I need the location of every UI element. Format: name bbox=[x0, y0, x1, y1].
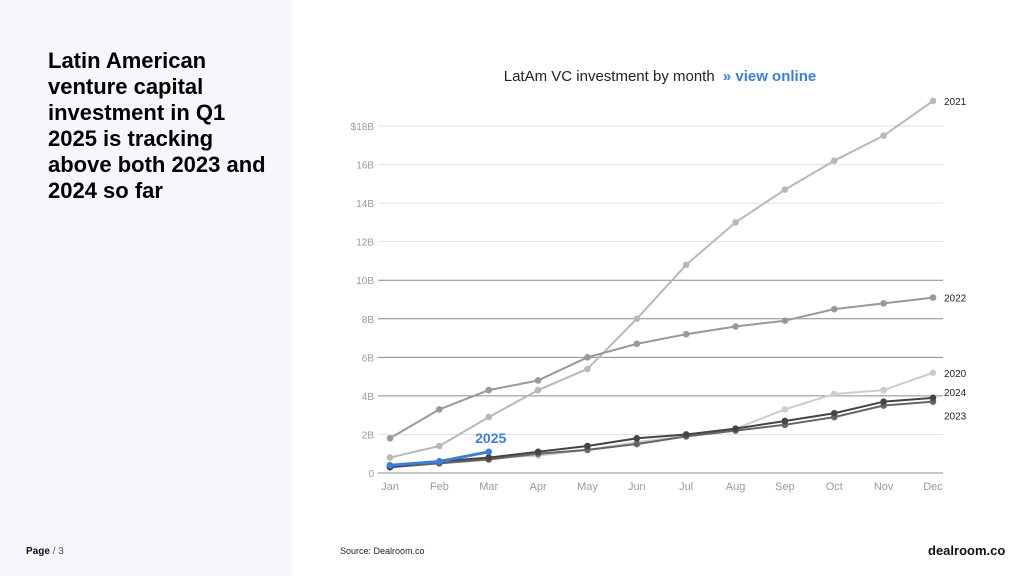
data-point-2021 bbox=[633, 315, 641, 323]
y-tick-label: 10B bbox=[356, 276, 374, 287]
data-point-2024 bbox=[485, 454, 493, 461]
x-tick-label: Jul bbox=[679, 481, 693, 493]
data-point-2022 bbox=[880, 300, 887, 307]
chart-title-text: LatAm VC investment by month bbox=[503, 68, 715, 85]
data-point-2020 bbox=[781, 406, 789, 413]
y-tick-label: 2B bbox=[362, 430, 375, 441]
data-point-2024 bbox=[534, 448, 542, 456]
chart-title: LatAm VC investment by month » view onli… bbox=[300, 68, 1020, 85]
x-tick-label: Aug bbox=[726, 481, 746, 493]
data-point-2025 bbox=[436, 458, 443, 465]
x-tick-label: Feb bbox=[430, 481, 449, 493]
page-separator: / bbox=[49, 546, 59, 557]
x-tick-label: Oct bbox=[826, 481, 843, 493]
data-point-2022 bbox=[682, 330, 690, 338]
data-point-2021 bbox=[485, 413, 493, 421]
legend-label-2021: 2021 bbox=[944, 97, 967, 108]
y-tick-label: 6B bbox=[362, 353, 375, 364]
data-point-2021 bbox=[830, 157, 838, 164]
y-tick-label: 0 bbox=[368, 469, 374, 480]
data-point-2022 bbox=[633, 340, 641, 348]
y-tick-label: 16B bbox=[356, 161, 374, 172]
x-tick-label: May bbox=[577, 481, 598, 493]
series-line-2023 bbox=[389, 400, 934, 469]
source-note: Source: Dealroom.co bbox=[340, 546, 425, 556]
data-point-2022 bbox=[485, 386, 493, 394]
data-point-2020 bbox=[880, 386, 887, 394]
page-title: Latin American venture capital investmen… bbox=[48, 48, 266, 203]
legend-label-2023: 2023 bbox=[944, 412, 967, 423]
data-point-2022 bbox=[436, 406, 443, 413]
y-tick-label: 4B bbox=[362, 392, 375, 403]
data-point-2022 bbox=[929, 294, 937, 301]
x-tick-label: Nov bbox=[874, 481, 894, 493]
data-point-2020 bbox=[929, 369, 937, 377]
data-point-2022 bbox=[732, 323, 739, 330]
data-point-2024 bbox=[880, 398, 887, 405]
series-line-2020 bbox=[389, 371, 934, 467]
series-line-2021 bbox=[389, 100, 934, 459]
legend-label-2025: 2025 bbox=[475, 430, 506, 446]
data-point-2020 bbox=[830, 390, 838, 398]
data-point-2024 bbox=[584, 442, 591, 450]
data-point-2021 bbox=[386, 454, 394, 461]
legend-label-2020: 2020 bbox=[944, 369, 967, 380]
page-number-value: 3 bbox=[58, 546, 64, 557]
left-panel bbox=[0, 0, 292, 576]
data-point-2025 bbox=[485, 448, 493, 456]
brand-logo[interactable]: dealroom.co bbox=[928, 543, 1006, 558]
y-tick-label: 12B bbox=[356, 238, 374, 249]
data-point-2022 bbox=[830, 305, 838, 313]
page-label: Page bbox=[26, 546, 50, 557]
data-point-2021 bbox=[929, 97, 937, 105]
data-point-2022 bbox=[386, 435, 394, 442]
data-point-2021 bbox=[732, 219, 739, 226]
data-point-2022 bbox=[781, 317, 789, 325]
x-tick-label: Sep bbox=[775, 481, 795, 493]
x-tick-label: Mar bbox=[479, 481, 498, 493]
page-number: Page / 3 bbox=[26, 546, 64, 557]
legend-label-2022: 2022 bbox=[944, 294, 967, 305]
data-point-2021 bbox=[584, 365, 591, 373]
view-online-link[interactable]: » view online bbox=[722, 68, 817, 85]
data-point-2023 bbox=[633, 440, 641, 448]
data-point-2022 bbox=[584, 354, 591, 361]
data-point-2024 bbox=[732, 425, 739, 432]
data-point-2024 bbox=[781, 417, 789, 425]
x-tick-label: Dec bbox=[923, 481, 943, 493]
x-tick-label: Apr bbox=[530, 481, 547, 493]
data-point-2025 bbox=[386, 461, 394, 469]
y-tick-label: 14B bbox=[356, 199, 374, 210]
source-value: Dealroom.co bbox=[373, 546, 425, 556]
source-label: Source: bbox=[340, 546, 372, 556]
y-tick-label: $18B bbox=[351, 122, 375, 133]
data-point-2021 bbox=[534, 386, 542, 394]
data-point-2021 bbox=[781, 186, 789, 193]
legend-label-2024: 2024 bbox=[944, 388, 967, 399]
x-tick-label: Jun bbox=[628, 481, 646, 493]
x-tick-label: Jan bbox=[381, 481, 399, 493]
data-point-2024 bbox=[929, 394, 937, 402]
data-point-2021 bbox=[682, 261, 690, 269]
series-line-2022 bbox=[389, 296, 934, 440]
y-tick-label: 8B bbox=[362, 315, 375, 326]
data-point-2022 bbox=[534, 377, 542, 384]
series-line-2024 bbox=[389, 396, 934, 469]
data-point-2024 bbox=[633, 435, 641, 442]
data-point-2024 bbox=[682, 431, 690, 438]
data-point-2021 bbox=[436, 442, 443, 450]
data-point-2021 bbox=[880, 132, 887, 139]
data-point-2024 bbox=[830, 409, 838, 417]
